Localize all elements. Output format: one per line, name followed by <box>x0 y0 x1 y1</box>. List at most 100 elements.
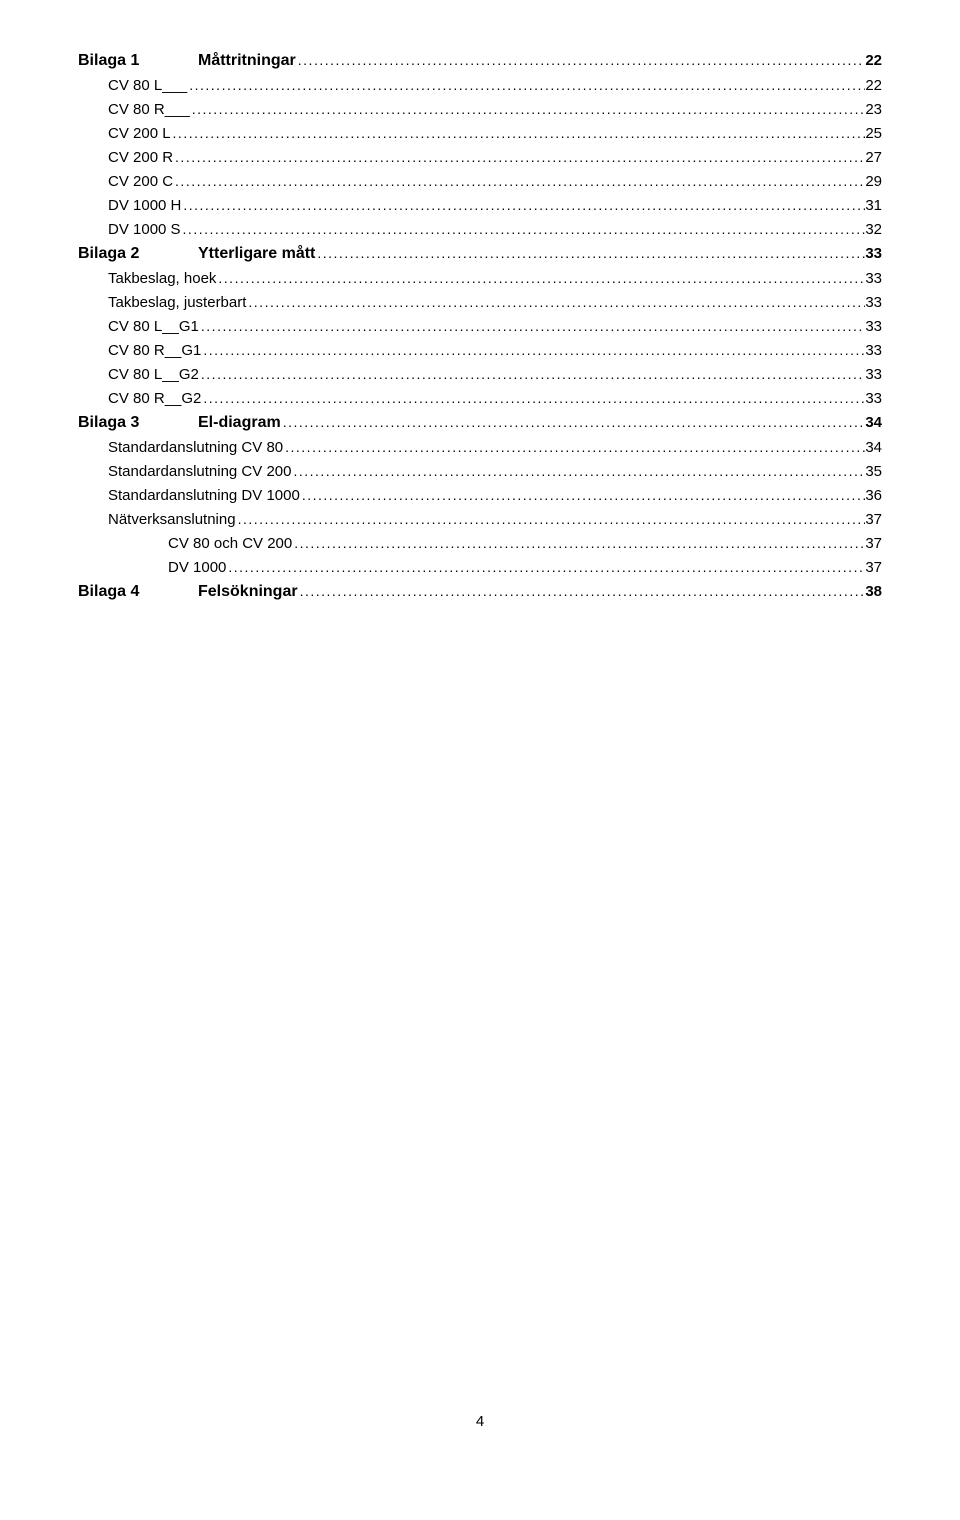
toc-row: CV 80 R___ 23 <box>78 101 882 118</box>
toc-label: CV 80 R__G2 <box>78 390 201 407</box>
toc-entry-label: Standardanslutning DV 1000 <box>108 487 300 504</box>
toc-page: 38 <box>865 583 882 600</box>
toc-page: 34 <box>865 439 882 456</box>
toc-row: Standardanslutning DV 1000 36 <box>78 487 882 504</box>
toc-entry-label: Takbeslag, justerbart <box>108 294 246 311</box>
toc-leader <box>201 342 865 358</box>
toc-leader <box>199 318 865 334</box>
toc-leader <box>300 487 866 503</box>
toc-label: Bilaga 2Ytterligare mått <box>78 245 315 263</box>
toc-row: CV 200 C 29 <box>78 173 882 190</box>
toc-label: Nätverksanslutning <box>78 511 236 528</box>
toc-page: 37 <box>865 535 882 552</box>
toc-row: CV 80 och CV 200 37 <box>78 535 882 552</box>
toc-page: 33 <box>865 245 882 262</box>
toc-entry-label: Standardanslutning CV 80 <box>108 439 283 456</box>
toc-entry-label: CV 80 L__G1 <box>108 318 199 335</box>
toc-page: 33 <box>865 270 882 287</box>
toc-label: Standardanslutning CV 80 <box>78 439 283 456</box>
toc-page: 32 <box>865 221 882 238</box>
toc-row: CV 80 R__G233 <box>78 390 882 407</box>
toc-page: 25 <box>865 125 882 142</box>
page-number: 4 <box>476 1413 484 1430</box>
toc-label: Bilaga 4Felsökningar <box>78 583 298 601</box>
toc-label: Standardanslutning DV 1000 <box>78 487 300 504</box>
toc-entry-label: CV 80 L__G2 <box>108 366 199 383</box>
toc-row: CV 80 L___22 <box>78 77 882 94</box>
toc-row: DV 1000 H 31 <box>78 197 882 214</box>
toc-row: Standardanslutning CV 200 35 <box>78 463 882 480</box>
toc-page: 23 <box>865 101 882 118</box>
toc-label: CV 80 och CV 200 <box>78 535 292 552</box>
toc-leader <box>281 414 866 430</box>
toc-entry-label: DV 1000 S <box>108 221 181 238</box>
toc-entry-label: CV 80 R__G1 <box>108 342 201 359</box>
toc-row: CV 80 R__G1 33 <box>78 342 882 359</box>
toc-page: 33 <box>865 366 882 383</box>
toc-row: Bilaga 4Felsökningar 38 <box>78 583 882 601</box>
toc-leader <box>246 294 865 310</box>
toc-page: 37 <box>865 559 882 576</box>
toc-leader <box>236 511 866 527</box>
toc-leader <box>283 439 865 455</box>
toc-leader <box>201 390 865 406</box>
toc-row: Nätverksanslutning37 <box>78 511 882 528</box>
toc-heading-title: Måttritningar <box>198 52 296 70</box>
toc-leader <box>171 125 866 141</box>
toc-entry-label: CV 80 R___ <box>108 101 190 118</box>
toc-entry-label: DV 1000 H <box>108 197 181 214</box>
toc-label: CV 80 R__G1 <box>78 342 201 359</box>
toc-page: 33 <box>865 294 882 311</box>
toc-entry-label: Takbeslag, hoek <box>108 270 216 287</box>
toc-row: CV 80 L__G133 <box>78 318 882 335</box>
toc-label: CV 200 C <box>78 173 173 190</box>
toc-label: Takbeslag, hoek <box>78 270 216 287</box>
toc-entry-label: CV 80 L___ <box>108 77 187 94</box>
toc-entry-label: CV 200 C <box>108 173 173 190</box>
toc-page: 35 <box>865 463 882 480</box>
toc-label: DV 1000 S <box>78 221 181 238</box>
toc-leader <box>292 535 865 551</box>
toc-heading-title: Ytterligare mått <box>198 245 315 263</box>
toc-label: Standardanslutning CV 200 <box>78 463 291 480</box>
toc-page: 27 <box>865 149 882 166</box>
toc-page: 36 <box>865 487 882 504</box>
toc-label: DV 1000 H <box>78 197 181 214</box>
toc-label: DV 1000 <box>78 559 226 576</box>
toc-entry-label: CV 80 och CV 200 <box>168 535 292 552</box>
toc-leader <box>199 366 865 382</box>
toc-label: CV 80 L___ <box>78 77 187 94</box>
toc-label: CV 200 R <box>78 149 173 166</box>
toc-entry-label: DV 1000 <box>168 559 226 576</box>
toc-label: CV 80 R___ <box>78 101 190 118</box>
toc-leader <box>173 173 865 189</box>
toc-leader <box>173 149 865 165</box>
toc-row: Bilaga 2Ytterligare mått 33 <box>78 245 882 263</box>
toc-leader <box>291 463 865 479</box>
toc-row: Standardanslutning CV 80 34 <box>78 439 882 456</box>
toc-page: 31 <box>865 197 882 214</box>
toc-leader <box>181 221 866 237</box>
toc-heading-prefix: Bilaga 3 <box>78 414 198 432</box>
toc-row: CV 200 L 25 <box>78 125 882 142</box>
toc-label: CV 200 L <box>78 125 171 142</box>
toc-page: 33 <box>865 342 882 359</box>
toc-row: DV 1000 37 <box>78 559 882 576</box>
toc-leader <box>296 52 866 68</box>
table-of-contents: Bilaga 1Måttritningar22CV 80 L___22CV 80… <box>78 52 882 601</box>
toc-heading-prefix: Bilaga 2 <box>78 245 198 263</box>
toc-page: 34 <box>865 414 882 431</box>
toc-entry-label: CV 80 R__G2 <box>108 390 201 407</box>
toc-leader <box>315 245 865 261</box>
toc-entry-label: CV 200 R <box>108 149 173 166</box>
toc-label: Bilaga 1Måttritningar <box>78 52 296 70</box>
toc-heading-prefix: Bilaga 1 <box>78 52 198 70</box>
toc-page: 29 <box>865 173 882 190</box>
toc-page: 22 <box>865 52 882 69</box>
toc-row: DV 1000 S 32 <box>78 221 882 238</box>
toc-row: CV 200 R 27 <box>78 149 882 166</box>
toc-entry-label: CV 200 L <box>108 125 171 142</box>
toc-leader <box>181 197 865 213</box>
toc-row: CV 80 L__G2 33 <box>78 366 882 383</box>
toc-leader <box>216 270 865 286</box>
